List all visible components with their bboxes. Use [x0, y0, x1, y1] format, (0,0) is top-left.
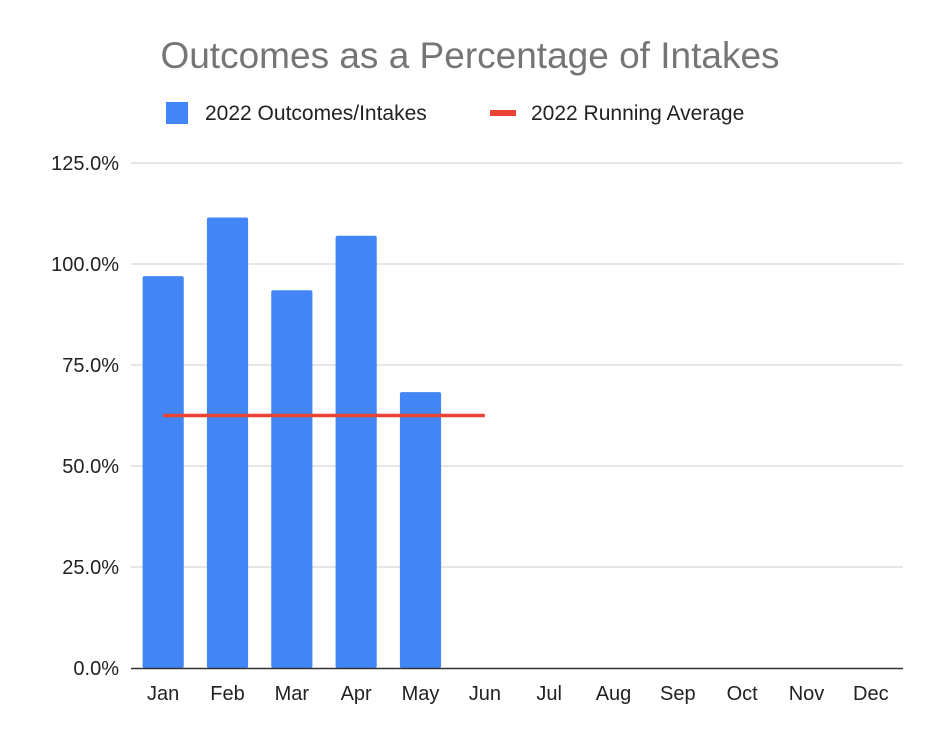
bar-apr [335, 235, 377, 668]
y-tick-label: 25.0% [62, 557, 119, 579]
x-tick-label: Jul [536, 683, 562, 705]
x-tick-label: May [402, 683, 440, 705]
x-tick-label: Oct [727, 683, 759, 705]
x-tick-label: Jan [147, 683, 179, 705]
legend-label-line: 2022 Running Average [531, 102, 744, 125]
bar-feb [206, 217, 249, 669]
y-axis-ticks: 0.0% 25.0% 50.0% 75.0% 100.0% 125.0% [51, 153, 119, 680]
y-tick-label: 50.0% [62, 456, 119, 478]
x-tick-label: Feb [210, 683, 244, 705]
x-tick-label: Dec [853, 683, 889, 705]
legend: 2022 Outcomes/Intakes 2022 Running Avera… [166, 102, 744, 125]
x-axis-ticks: Jan Feb Mar Apr May Jun Jul Aug Sep Oct Nov Dec [147, 683, 889, 705]
bars [142, 217, 442, 669]
legend-label-bars: 2022 Outcomes/Intakes [205, 102, 427, 125]
x-tick-label: Mar [275, 683, 310, 705]
y-tick-label: 125.0% [51, 153, 119, 175]
x-tick-label: Aug [596, 683, 632, 705]
bar-mar [271, 290, 313, 668]
x-tick-label: Sep [660, 683, 696, 705]
y-tick-label: 100.0% [51, 254, 119, 276]
chart-title: Outcomes as a Percentage of Intakes [160, 35, 779, 76]
x-tick-label: Nov [789, 683, 825, 705]
x-tick-label: Apr [341, 683, 372, 705]
y-tick-label: 75.0% [62, 355, 119, 377]
gridlines [131, 162, 903, 568]
legend-swatch-line [490, 110, 516, 116]
y-tick-label: 0.0% [73, 658, 119, 680]
x-tick-label: Jun [469, 683, 501, 705]
bar-may [399, 392, 442, 668]
legend-swatch-bars [166, 102, 188, 124]
bar-jan [142, 276, 184, 668]
